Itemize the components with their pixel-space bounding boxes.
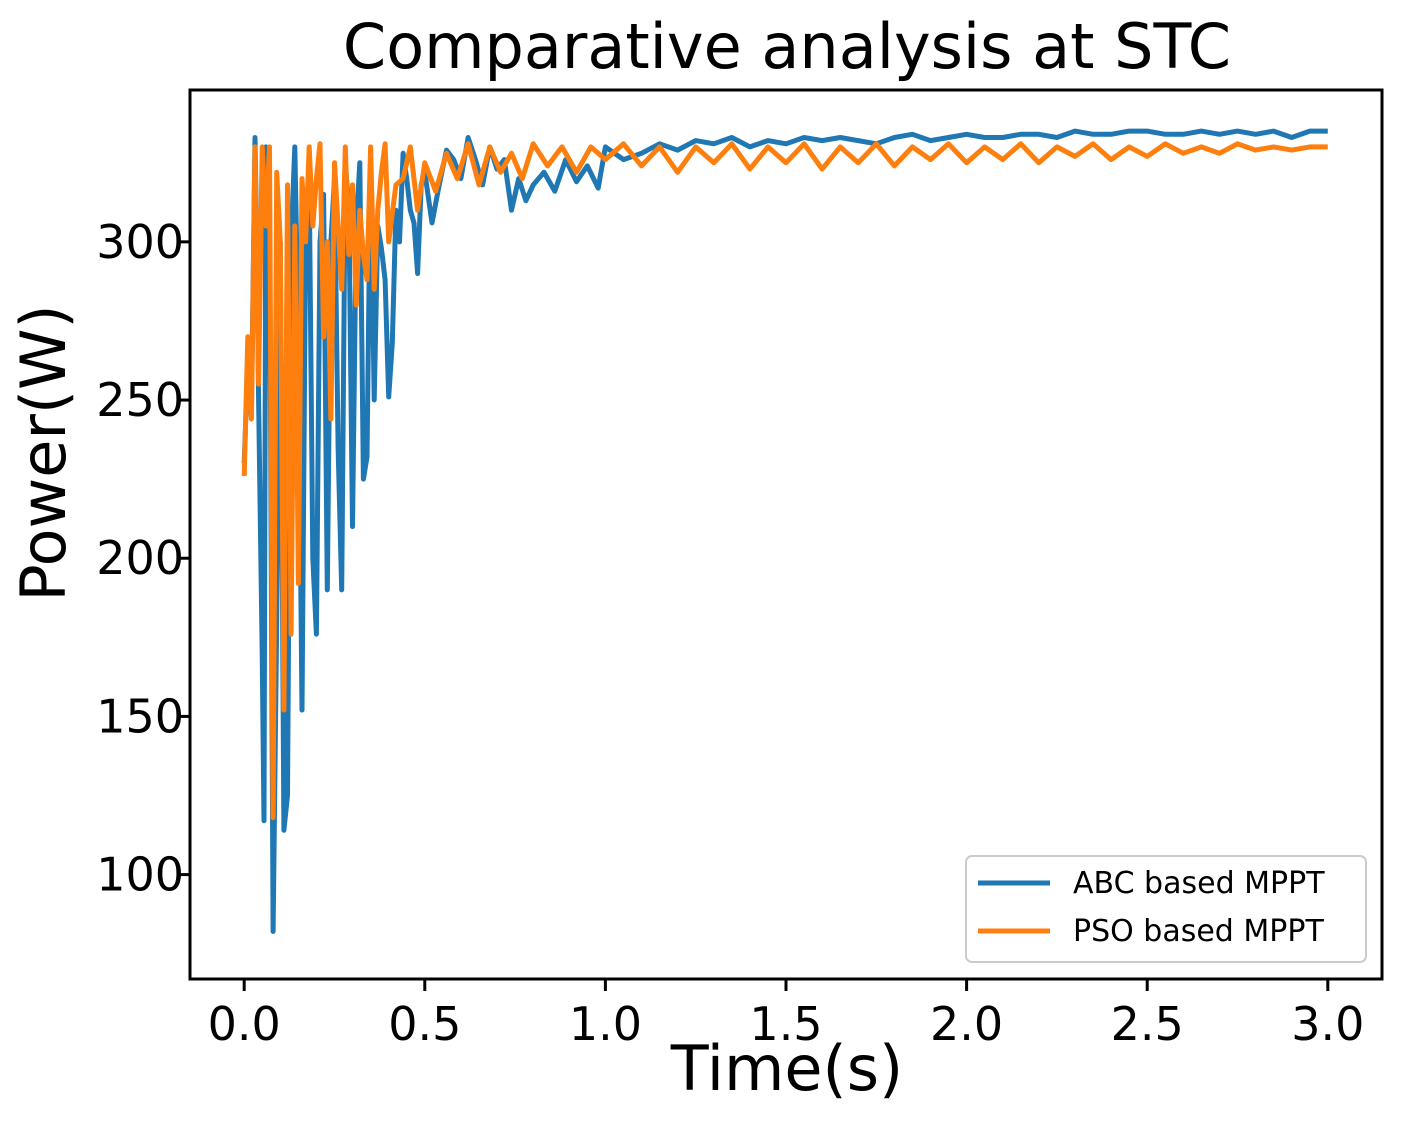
series-line-abc <box>241 128 1328 934</box>
x-axis: 0.0 0.5 1.0 1.5 2.0 2.5 3.0 <box>208 979 1364 1051</box>
chart-title: Comparative analysis at STC <box>343 10 1231 83</box>
x-tick-label: 0.0 <box>208 997 281 1051</box>
series-line-pso <box>241 141 1328 821</box>
y-tick-label: 250 <box>96 373 184 427</box>
y-axis: 100 150 200 250 300 <box>96 215 190 902</box>
y-tick-label: 100 <box>96 848 184 902</box>
x-tick-label: 2.0 <box>930 997 1003 1051</box>
legend-label-pso: PSO based MPPT <box>1073 914 1324 949</box>
y-tick-label: 150 <box>96 689 184 743</box>
y-axis-title: Power(W) <box>7 304 80 601</box>
legend-label-abc: ABC based MPPT <box>1073 866 1325 901</box>
x-tick-label: 1.5 <box>749 997 822 1051</box>
x-tick-label: 2.5 <box>1111 997 1184 1051</box>
x-tick-label: 1.0 <box>569 997 642 1051</box>
x-tick-label: 0.5 <box>388 997 461 1051</box>
x-tick-label: 3.0 <box>1291 997 1364 1051</box>
series-layer <box>241 128 1328 934</box>
y-tick-label: 300 <box>96 215 184 269</box>
legend: ABC based MPPT PSO based MPPT <box>965 855 1367 963</box>
legend-box <box>965 855 1367 963</box>
x-axis-title: Time(s) <box>670 1032 903 1105</box>
y-tick-label: 200 <box>96 531 184 585</box>
